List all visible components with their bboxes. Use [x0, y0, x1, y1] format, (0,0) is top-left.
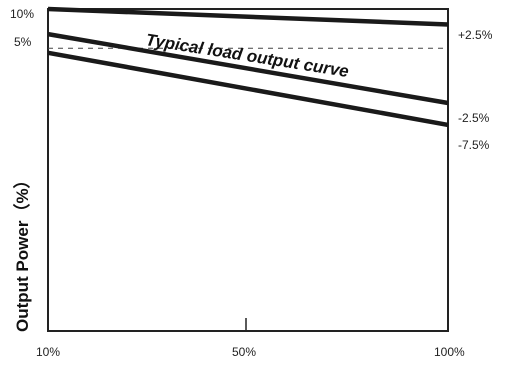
series-lines	[47, 6, 449, 128]
series-label-minus-7-5: -7.5%	[458, 138, 490, 152]
y-tick-label-10: 10%	[10, 7, 34, 21]
y-tick-label-5: 5%	[14, 35, 32, 49]
series-line-2	[47, 50, 449, 128]
x-tick-label-100: 100%	[434, 345, 465, 359]
series-line-1	[47, 31, 449, 106]
series-label-minus-2-5: -2.5%	[458, 111, 490, 125]
x-tick-label-50: 50%	[232, 345, 256, 359]
plot-frame	[47, 8, 449, 332]
y-axis-label: Output Power（%）	[12, 171, 32, 332]
x-tick-label-10: 10%	[36, 345, 60, 359]
series-line-0	[47, 6, 449, 27]
series-label-plus-2-5: +2.5%	[458, 28, 493, 42]
